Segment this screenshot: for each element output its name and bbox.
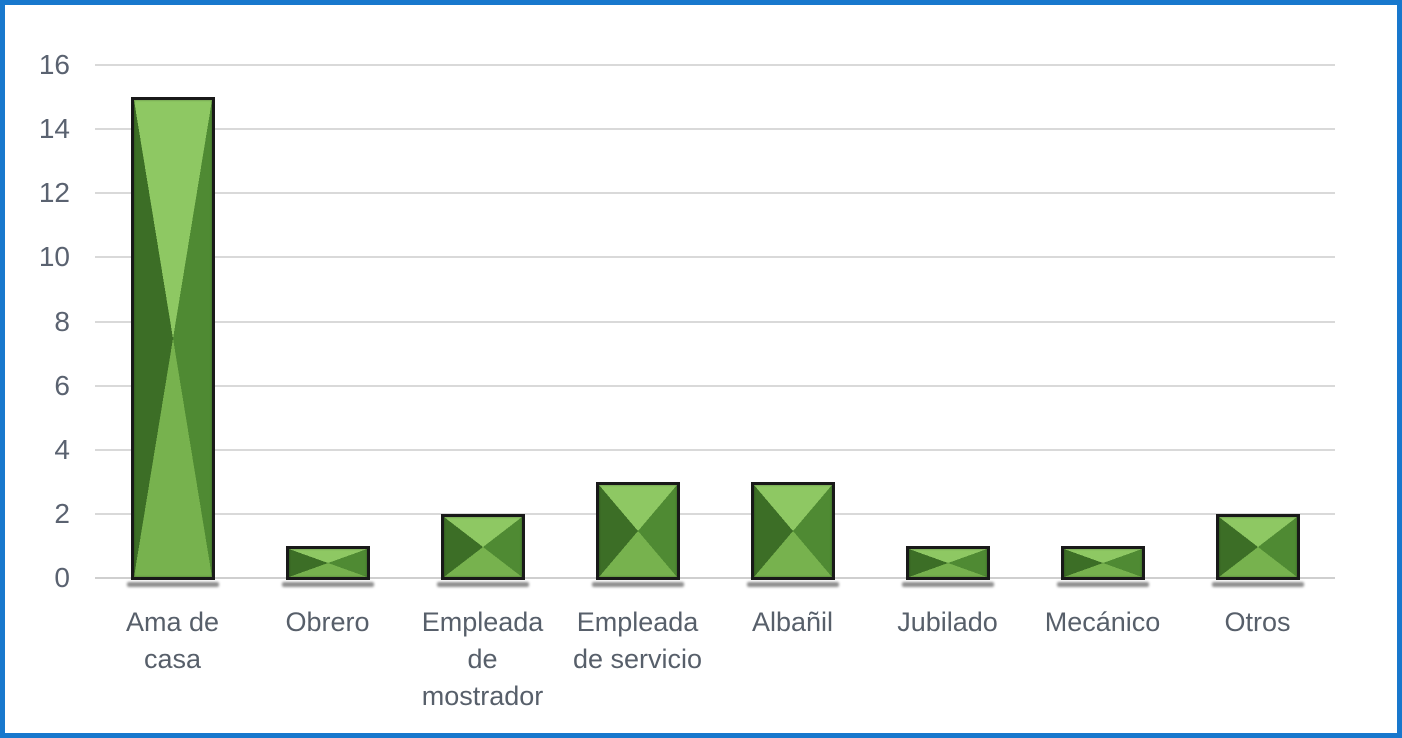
bar-shadow (281, 582, 374, 587)
x-axis-label-line: Empleada (421, 607, 544, 637)
gridline (95, 128, 1335, 131)
x-axis-label: Jubilado (866, 604, 1030, 641)
bar-shadow (126, 582, 219, 587)
x-axis-label-line: Empleada (576, 607, 699, 637)
bar-obrero (285, 546, 370, 580)
bar-otros (1215, 514, 1300, 580)
x-axis-label-line: Jubilado (897, 607, 998, 637)
gridline (95, 256, 1335, 259)
y-tick-label: 2 (54, 497, 70, 529)
x-axis-label: Otros (1176, 604, 1340, 641)
x-axis-label: Ama de casa (91, 604, 255, 678)
x-axis-label: Obrero (246, 604, 410, 641)
bar-ama-de-casa (130, 97, 215, 580)
bar-alba-il (750, 482, 835, 580)
y-tick-label: 10 (38, 241, 70, 273)
y-tick-label: 6 (54, 369, 70, 401)
y-tick-label: 0 (54, 562, 70, 593)
gridline (95, 384, 1335, 387)
x-axis-label: Empleada de servicio (556, 604, 720, 678)
x-axis-label-line: Obrero (285, 607, 370, 637)
x-axis-label-line: Mecánico (1044, 607, 1161, 637)
gridline (95, 192, 1335, 195)
bar-shadow (1056, 582, 1149, 587)
x-axis-label-line: Albañil (751, 607, 834, 637)
x-axis-label: Empleada de mostrador (401, 604, 565, 715)
x-axis-label-line: mostrador (421, 681, 544, 711)
gridline (95, 320, 1335, 323)
bar-shadow (1211, 582, 1304, 587)
bar-shadow (901, 582, 994, 587)
gridline (95, 512, 1335, 515)
gridline (95, 577, 1335, 579)
x-axis-label-line: Otros (1224, 607, 1291, 637)
y-tick-label: 4 (54, 433, 70, 465)
x-axis-label-line: de servicio (572, 644, 703, 674)
x-axis-label: Albañil (711, 604, 875, 641)
bar-empleada-de-servicio (595, 482, 680, 580)
x-axis-label-line: de (467, 644, 498, 674)
gridline (95, 64, 1335, 66)
bar-shadow (436, 582, 529, 587)
bar-shadow (746, 582, 839, 587)
bar-empleada-de-mostrador (440, 514, 525, 580)
bar-jubilado (905, 546, 990, 580)
x-axis-label: Mecánico (1021, 604, 1185, 641)
x-axis-label-line: Ama de (125, 607, 220, 637)
x-axis-label-line: casa (143, 644, 202, 674)
y-tick-label: 8 (54, 305, 70, 337)
y-tick-label: 12 (38, 177, 70, 209)
y-tick-label: 16 (38, 49, 70, 80)
gridline (95, 448, 1335, 451)
y-tick-label: 14 (38, 113, 70, 145)
bar-shadow (591, 582, 684, 587)
bar-mec-nico (1060, 546, 1145, 580)
